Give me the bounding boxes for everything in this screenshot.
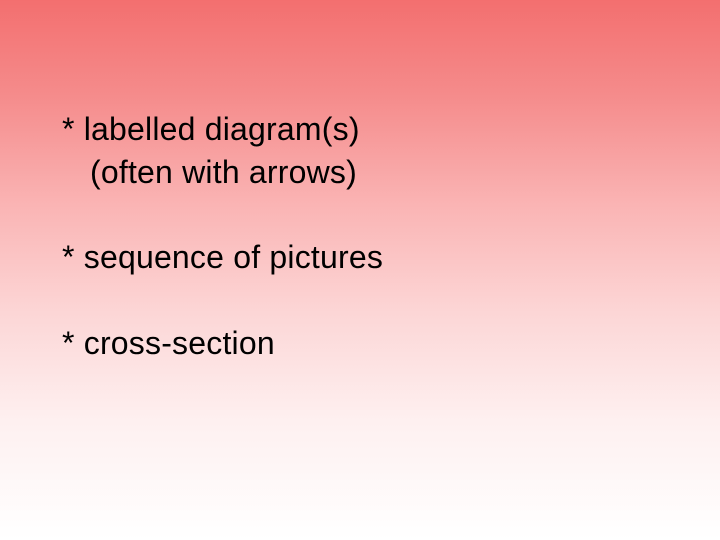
bullet-line: * labelled diagram(s) (62, 108, 720, 151)
bullet-line: * cross-section (62, 322, 720, 365)
bullet-item: * sequence of pictures (62, 236, 720, 279)
bullet-marker: * (62, 325, 75, 361)
bullet-marker: * (62, 239, 75, 275)
slide: * labelled diagram(s) (often with arrows… (0, 0, 720, 540)
bullet-text: sequence of pictures (84, 239, 383, 275)
bullet-text: cross-section (84, 325, 275, 361)
bullet-item: * cross-section (62, 322, 720, 365)
bullet-marker: * (62, 111, 75, 147)
bullet-line: * sequence of pictures (62, 236, 720, 279)
bullet-text: labelled diagram(s) (84, 111, 360, 147)
bullet-subline: (often with arrows) (62, 151, 720, 194)
bullet-item: * labelled diagram(s) (often with arrows… (62, 108, 720, 194)
